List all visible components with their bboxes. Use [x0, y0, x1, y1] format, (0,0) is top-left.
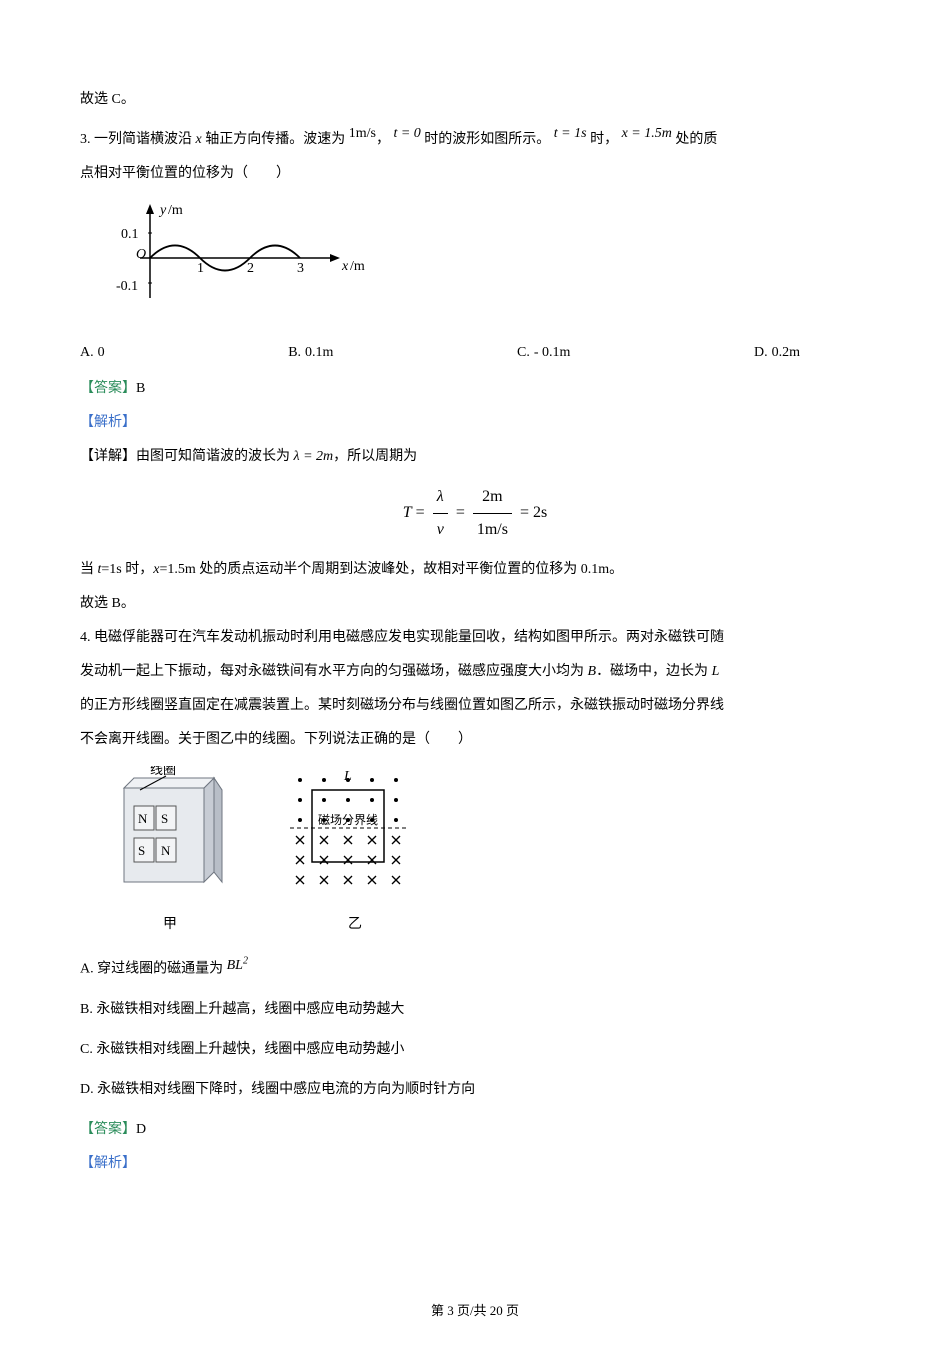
q3-mid5: 处的质 — [672, 132, 718, 147]
q4-l2: 发动机一起上下振动，每对永磁铁间有水平方向的匀强磁场，磁感应强度大小均为 B．磁… — [80, 658, 870, 686]
q3-lambda: λ = 2m — [294, 449, 334, 464]
q4-sup2: 2 — [243, 955, 248, 966]
svg-text:2: 2 — [247, 261, 254, 276]
q3-opt-a: A. 0 — [80, 339, 105, 367]
q3-mid4: 时， — [587, 132, 619, 147]
c1a: 当 — [80, 562, 98, 577]
q4-l1: 4. 电磁俘能器可在汽车发动机振动时利用电磁感应发电实现能量回收，结构如图甲所示… — [80, 624, 870, 652]
q3-opt-a-val: 0 — [98, 339, 105, 367]
svg-text:1: 1 — [197, 261, 204, 276]
q3-formula: T = λv = 2m1m/s = 2s — [80, 481, 870, 546]
q4-l4: 不会离开线圈。关于图乙中的线圈。下列说法正确的是（ ） — [80, 726, 870, 754]
q3-opt-b-val: 0.1m — [305, 339, 333, 367]
intro-line: 故选 C。 — [80, 86, 870, 114]
q4-opt-c: C. 永磁铁相对线圈上升越快，线圈中感应电动势越小 — [80, 1036, 870, 1064]
q4-l2a: 发动机一起上下振动，每对永磁铁间有水平方向的匀强磁场，磁感应强度大小均为 — [80, 664, 588, 679]
svg-text:/m: /m — [350, 259, 365, 274]
q3-analysis: 【解析】 — [80, 409, 870, 437]
c1c: =1.5m 处的质点运动半个周期到达波峰处，故相对平衡位置的位移为 0.1m。 — [159, 562, 623, 577]
svg-text:0.1: 0.1 — [121, 227, 139, 242]
svg-text:S: S — [138, 843, 145, 858]
fig-b-caption: 乙 — [280, 911, 430, 939]
q3-conclusion2: 故选 B。 — [80, 590, 870, 618]
q3-wave-graph: y /m x /m 0.1 -0.1 O 1 2 3 — [110, 198, 870, 329]
svg-text:S: S — [161, 811, 168, 826]
formula-res: = 2s — [516, 504, 547, 521]
svg-text:y: y — [158, 203, 167, 218]
q4-fig-a: N S S N 线圈 甲 — [110, 766, 230, 939]
q3-options: A. 0 B. 0.1m C. - 0.1m D. 0.2m — [80, 339, 800, 367]
q4-answer-val: D — [136, 1122, 146, 1137]
q4-opt-a-expr: BL2 — [227, 958, 248, 973]
q3-conclusion1: 当 t=1s 时，x=1.5m 处的质点运动半个周期到达波峰处，故相对平衡位置的… — [80, 556, 870, 584]
svg-text:-0.1: -0.1 — [116, 279, 138, 294]
q3-prefix: 3. 一列简谐横波沿 — [80, 132, 196, 147]
svg-text:3: 3 — [297, 261, 304, 276]
frac2-den: 1m/s — [473, 513, 512, 546]
q4-analysis: 【解析】 — [80, 1150, 870, 1178]
q4-opt-a-text: A. 穿过线圈的磁通量为 — [80, 962, 223, 977]
frac1: λv — [433, 481, 448, 546]
formula-T: T — [403, 504, 412, 521]
q3-mid3: 时的波形如图所示。 — [421, 132, 551, 147]
q3-detail-prefix: 由图可知简谐波的波长为 — [136, 449, 290, 464]
answer-label: 【答案】 — [80, 381, 136, 396]
formula-eq2: = — [452, 504, 469, 521]
q4-opt-d: D. 永磁铁相对线圈下降时，线圈中感应电流的方向为顺时针方向 — [80, 1076, 870, 1104]
c1b: =1s 时， — [101, 562, 153, 577]
fig-a-caption: 甲 — [110, 911, 230, 939]
analysis-label-2: 【解析】 — [80, 1156, 136, 1171]
q4-l3: 的正方形线圈竖直固定在减震装置上。某时刻磁场分布与线圈位置如图乙所示，永磁铁振动… — [80, 692, 870, 720]
q4-fig-b: L 磁场分界线 乙 — [280, 766, 430, 939]
q3-answer-val: B — [136, 381, 145, 396]
analysis-label: 【解析】 — [80, 415, 136, 430]
frac1-den: v — [433, 513, 448, 546]
q4-l2b: ．磁场中，边长为 — [596, 664, 712, 679]
q3-answer: 【答案】B — [80, 375, 870, 403]
q4-opt-b: B. 永磁铁相对线圈上升越高，线圈中感应电动势越大 — [80, 996, 870, 1024]
q3-opt-c-val: - 0.1m — [534, 339, 571, 367]
q3-t1: t = 1s — [554, 126, 587, 141]
detail-label: 【详解】 — [80, 449, 136, 464]
q3-speed: 1m/s — [349, 126, 376, 141]
q3-stem-line1: 3. 一列简谐横波沿 x 轴正方向传播。波速为 1m/s， t = 0 时的波形… — [80, 120, 870, 154]
svg-text:L: L — [343, 769, 352, 784]
formula-eq1: = — [412, 504, 429, 521]
q4-L: L — [712, 664, 720, 679]
q4-figures: N S S N 线圈 甲 — [110, 766, 870, 939]
svg-text:N: N — [138, 811, 148, 826]
q3-opt-d-val: 0.2m — [772, 339, 800, 367]
q3-opt-d: D. 0.2m — [754, 339, 800, 367]
svg-text:O: O — [136, 247, 146, 262]
q3-stem-line2: 点相对平衡位置的位移为（ ） — [80, 160, 870, 188]
q3-detail: 【详解】由图可知简谐波的波长为 λ = 2m，所以周期为 — [80, 443, 870, 471]
answer-label-2: 【答案】 — [80, 1122, 136, 1137]
q3-mid1: 轴正方向传播。波速为 — [202, 132, 346, 147]
q3-t0: t = 0 — [393, 126, 420, 141]
svg-text:磁场分界线: 磁场分界线 — [318, 812, 378, 827]
svg-text:/m: /m — [168, 203, 183, 218]
q3-x15: x = 1.5m — [622, 126, 672, 141]
page-footer: 第 3 页/共 20 页 — [80, 1298, 870, 1324]
q3-opt-b: B. 0.1m — [288, 339, 333, 367]
frac1-num: λ — [433, 481, 448, 513]
frac2-num: 2m — [473, 481, 512, 513]
q4-opt-a: A. 穿过线圈的磁通量为 BL2 — [80, 951, 870, 984]
q4-B: B — [588, 664, 597, 679]
q4-answer: 【答案】D — [80, 1116, 870, 1144]
svg-text:线圈: 线圈 — [150, 766, 176, 777]
frac2: 2m1m/s — [473, 481, 512, 546]
q3-detail-mid: ，所以周期为 — [333, 449, 417, 464]
svg-text:N: N — [161, 843, 171, 858]
q3-opt-c: C. - 0.1m — [517, 339, 570, 367]
svg-text:x: x — [341, 259, 349, 274]
q3-mid2: ， — [376, 132, 390, 147]
q4-BL: BL — [227, 958, 243, 973]
q4-choices: A. 穿过线圈的磁通量为 BL2 B. 永磁铁相对线圈上升越高，线圈中感应电动势… — [80, 951, 870, 1104]
